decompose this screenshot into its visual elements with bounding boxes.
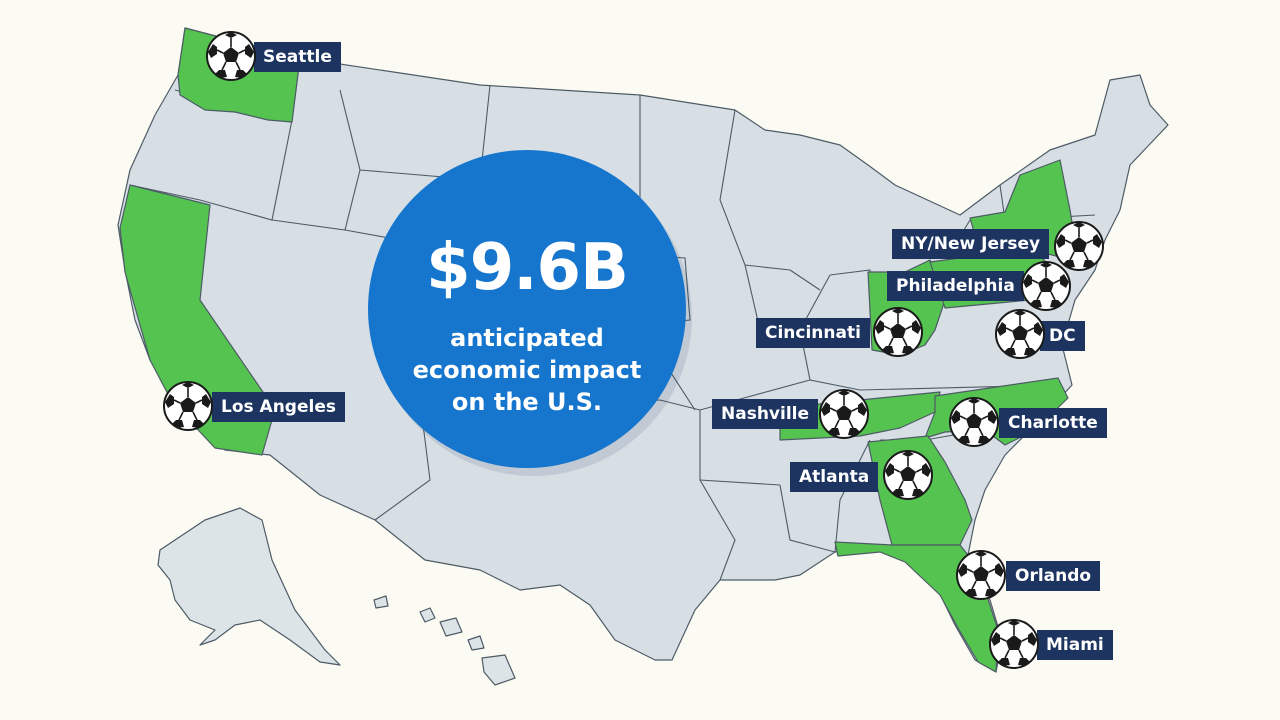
city-label-philadelphia: Philadelphia xyxy=(887,271,1024,301)
hawaii xyxy=(419,607,436,623)
city-label-atlanta: Atlanta xyxy=(790,462,879,492)
soccer-ball-icon xyxy=(873,307,923,357)
soccer-ball-icon xyxy=(989,619,1039,669)
hawaii xyxy=(481,654,516,686)
city-label-dc: DC xyxy=(1040,321,1085,351)
soccer-ball-icon xyxy=(883,450,933,500)
headline-caption: anticipated economic impact on the U.S. xyxy=(378,322,676,418)
hawaii xyxy=(467,635,485,651)
alaska xyxy=(157,507,341,666)
city-label-nashville: Nashville xyxy=(712,399,819,429)
hawaii xyxy=(373,595,389,609)
soccer-ball-icon xyxy=(956,550,1006,600)
soccer-ball-icon xyxy=(1021,261,1071,311)
city-label-los-angeles: Los Angeles xyxy=(212,392,345,422)
caption-line-2: economic impact xyxy=(412,356,642,384)
soccer-ball-icon xyxy=(163,381,213,431)
city-label-miami: Miami xyxy=(1037,630,1113,660)
state-california xyxy=(119,184,273,456)
caption-line-3: on the U.S. xyxy=(451,388,603,416)
city-label-cincinnati: Cincinnati xyxy=(756,318,870,348)
city-label-seattle: Seattle xyxy=(254,42,341,72)
city-label-orlando: Orlando xyxy=(1006,561,1101,591)
headline-circle xyxy=(368,150,686,468)
headline-amount: $9.6B xyxy=(426,231,629,305)
soccer-ball-icon xyxy=(949,397,999,447)
city-label-ny-new-jersey: NY/New Jersey xyxy=(892,229,1050,259)
soccer-ball-icon xyxy=(206,31,256,81)
caption-line-1: anticipated xyxy=(450,324,604,352)
city-label-charlotte: Charlotte xyxy=(999,408,1107,438)
soccer-ball-icon xyxy=(819,389,869,439)
soccer-ball-icon xyxy=(995,309,1045,359)
hawaii xyxy=(439,617,463,637)
